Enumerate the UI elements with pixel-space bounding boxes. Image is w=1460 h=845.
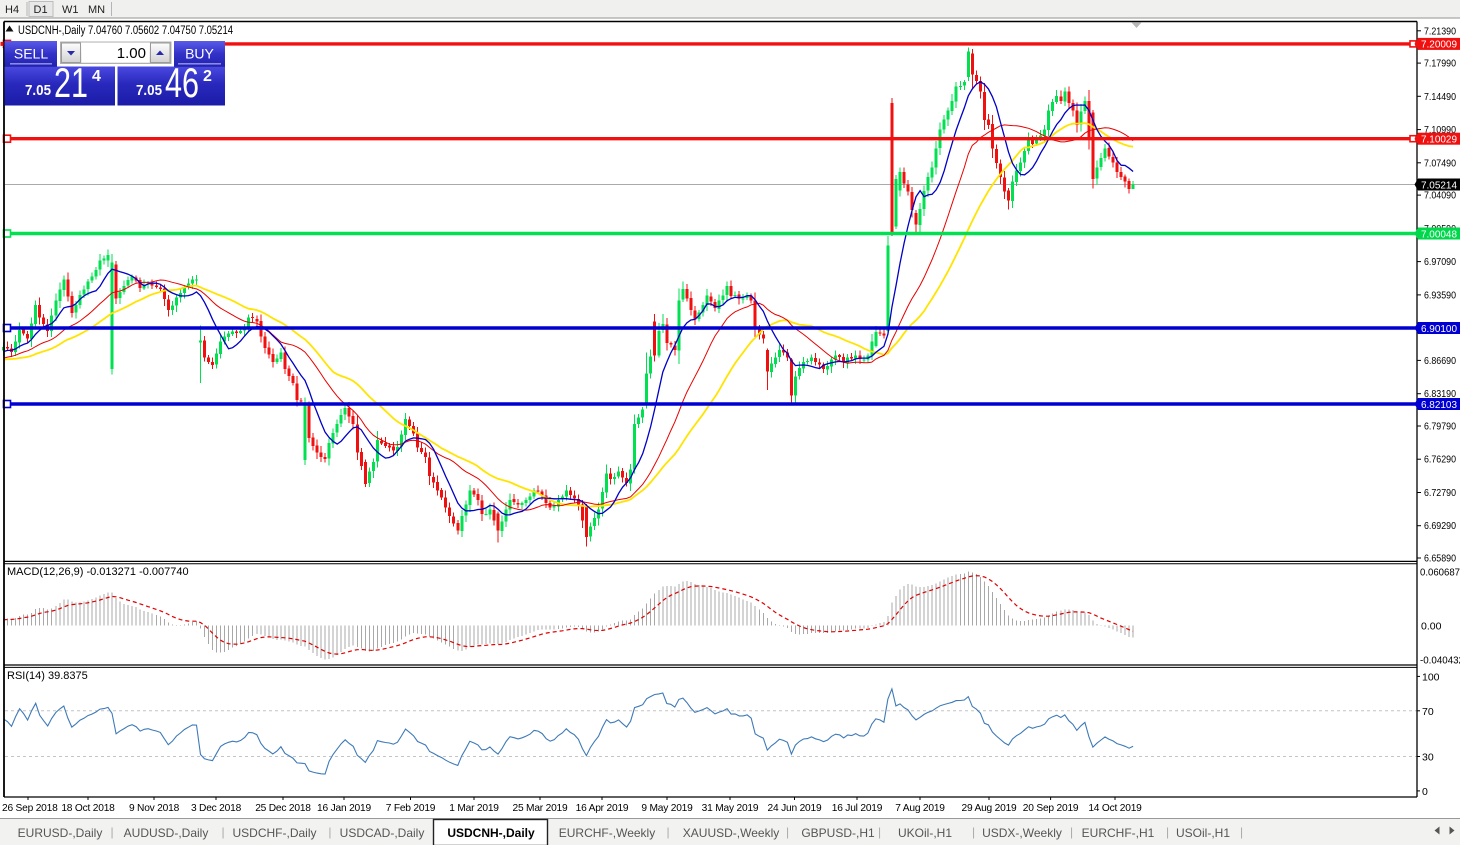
svg-text:GBPUSD-,H1: GBPUSD-,H1 (801, 826, 875, 840)
svg-text:26 Sep 2018: 26 Sep 2018 (2, 803, 58, 814)
svg-text:6.79790: 6.79790 (1424, 421, 1456, 433)
svg-text:7.00048: 7.00048 (1421, 228, 1457, 240)
svg-text:XAUUSD-,Weekly: XAUUSD-,Weekly (683, 826, 779, 840)
svg-text:1.00: 1.00 (117, 45, 146, 62)
svg-text:7.05: 7.05 (136, 82, 162, 99)
svg-text:31 May 2019: 31 May 2019 (702, 803, 759, 814)
svg-text:0.060687: 0.060687 (1420, 567, 1460, 579)
svg-text:|: | (667, 825, 670, 839)
svg-text:29 Aug 2019: 29 Aug 2019 (961, 803, 1017, 814)
svg-text:2: 2 (203, 68, 212, 85)
svg-text:21: 21 (54, 59, 88, 106)
svg-text:1 Mar 2019: 1 Mar 2019 (449, 803, 499, 814)
svg-text:18 Oct 2018: 18 Oct 2018 (61, 803, 115, 814)
svg-text:RSI(14) 39.8375: RSI(14) 39.8375 (7, 670, 88, 682)
svg-text:6.90100: 6.90100 (1421, 323, 1457, 335)
svg-text:7 Aug 2019: 7 Aug 2019 (895, 803, 945, 814)
svg-text:6.97090: 6.97090 (1424, 256, 1456, 268)
svg-text:7.05: 7.05 (25, 82, 51, 99)
svg-text:0.00: 0.00 (1421, 620, 1442, 632)
svg-text:EURCHF-,H1: EURCHF-,H1 (1082, 826, 1155, 840)
svg-text:MN: MN (88, 4, 105, 16)
svg-text:6.93590: 6.93590 (1424, 289, 1456, 301)
svg-text:25 Dec 2018: 25 Dec 2018 (255, 803, 311, 814)
svg-text:6.82103: 6.82103 (1421, 399, 1457, 411)
svg-text:|: | (111, 825, 114, 839)
svg-text:30: 30 (1422, 752, 1434, 764)
svg-text:6.65890: 6.65890 (1424, 553, 1456, 565)
svg-text:0: 0 (1422, 786, 1428, 798)
svg-text:|: | (328, 825, 331, 839)
svg-text:UKOil-,H1: UKOil-,H1 (898, 826, 952, 840)
svg-text:4: 4 (92, 68, 101, 85)
svg-text:|: | (222, 825, 225, 839)
svg-text:7.21390: 7.21390 (1424, 25, 1456, 37)
svg-text:|: | (786, 825, 789, 839)
svg-text:|: | (972, 825, 975, 839)
svg-text:70: 70 (1422, 706, 1434, 718)
svg-text:D1: D1 (34, 4, 48, 16)
svg-text:|: | (1240, 825, 1243, 839)
svg-text:7.20009: 7.20009 (1421, 39, 1457, 51)
svg-text:46: 46 (165, 59, 199, 106)
svg-text:7.05214: 7.05214 (1421, 179, 1457, 191)
svg-text:USOil-,H1: USOil-,H1 (1176, 826, 1230, 840)
svg-text:6.86690: 6.86690 (1424, 355, 1456, 367)
svg-text:7.07490: 7.07490 (1424, 157, 1456, 169)
svg-text:USDCHF-,Daily: USDCHF-,Daily (233, 826, 317, 840)
svg-text:20 Sep 2019: 20 Sep 2019 (1023, 803, 1079, 814)
svg-text:EURCHF-,Weekly: EURCHF-,Weekly (559, 826, 655, 840)
svg-text:MACD(12,26,9) -0.013271 -0.007: MACD(12,26,9) -0.013271 -0.007740 (7, 566, 189, 578)
svg-text:7.04090: 7.04090 (1424, 190, 1456, 202)
svg-text:100: 100 (1422, 671, 1440, 683)
svg-text:USDCNH-,Daily 7.04760 7.05602: USDCNH-,Daily 7.04760 7.05602 7.04750 7.… (18, 25, 233, 37)
svg-text:9 Nov 2018: 9 Nov 2018 (129, 803, 180, 814)
svg-text:9 May 2019: 9 May 2019 (641, 803, 693, 814)
svg-text:AUDUSD-,Daily: AUDUSD-,Daily (124, 826, 209, 840)
svg-text:6.69290: 6.69290 (1424, 520, 1456, 532)
svg-text:14 Oct 2019: 14 Oct 2019 (1088, 803, 1142, 814)
svg-text:6.72790: 6.72790 (1424, 487, 1456, 499)
svg-text:-0.040432: -0.040432 (1420, 655, 1460, 667)
svg-text:7.17990: 7.17990 (1424, 58, 1456, 70)
svg-text:16 Jul 2019: 16 Jul 2019 (832, 803, 883, 814)
svg-text:24 Jun 2019: 24 Jun 2019 (768, 803, 822, 814)
svg-text:USDX-,Weekly: USDX-,Weekly (982, 826, 1062, 840)
svg-text:7.14490: 7.14490 (1424, 91, 1456, 103)
svg-text:|: | (1070, 825, 1073, 839)
svg-text:BUY: BUY (185, 46, 214, 62)
svg-text:SELL: SELL (14, 46, 48, 62)
svg-text:USDCAD-,Daily: USDCAD-,Daily (340, 826, 425, 840)
svg-text:W1: W1 (62, 4, 79, 16)
svg-text:7 Feb 2019: 7 Feb 2019 (386, 803, 436, 814)
svg-text:16 Apr 2019: 16 Apr 2019 (576, 803, 629, 814)
svg-text:25 Mar 2019: 25 Mar 2019 (512, 803, 568, 814)
svg-text:USDCNH-,Daily: USDCNH-,Daily (447, 826, 535, 840)
svg-text:6.76290: 6.76290 (1424, 454, 1456, 466)
svg-text:7.10029: 7.10029 (1421, 134, 1457, 146)
svg-text:3 Dec 2018: 3 Dec 2018 (191, 803, 242, 814)
svg-text:EURUSD-,Daily: EURUSD-,Daily (18, 826, 103, 840)
svg-text:16 Jan 2019: 16 Jan 2019 (317, 803, 371, 814)
svg-text:6.83190: 6.83190 (1424, 388, 1456, 400)
svg-text:|: | (1166, 825, 1169, 839)
svg-text:|: | (878, 825, 881, 839)
svg-text:H4: H4 (5, 4, 19, 16)
